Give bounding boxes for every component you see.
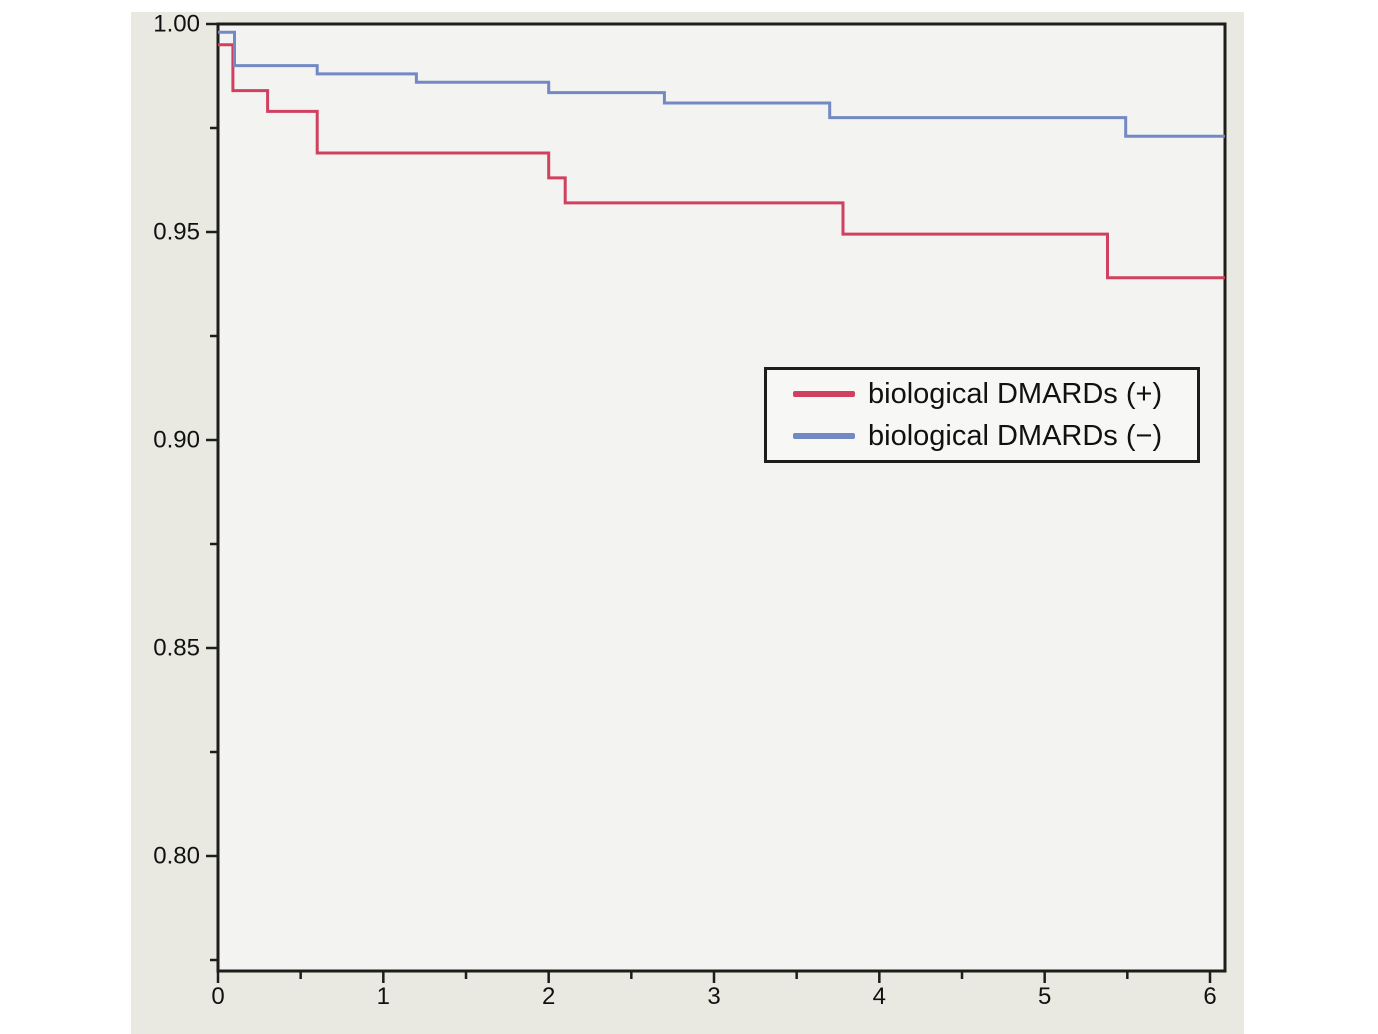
legend-label-bdmards-positive: biological DMARDs (+): [868, 377, 1163, 410]
svg-text:1.00: 1.00: [153, 12, 200, 38]
survival-plot-canvas: 1.00 0.95 0.90 0.85 0.80 0 1 2 3 4 5 6: [153, 12, 1227, 1010]
km-survival-figure: 1.00 0.95 0.90 0.85 0.80 0 1 2 3 4 5 6 biological D…: [131, 12, 1244, 1034]
legend-item-bdmards-positive: biological DMARDs (+): [793, 376, 1197, 412]
svg-text:0.90: 0.90: [153, 427, 200, 454]
svg-text:6: 6: [1203, 983, 1216, 1010]
svg-text:0.95: 0.95: [153, 219, 200, 246]
svg-text:0: 0: [211, 983, 224, 1010]
red-line-swatch-icon: [793, 391, 855, 397]
blue-line-swatch-icon: [793, 433, 855, 439]
legend-box: biological DMARDs (+) biological DMARDs …: [764, 367, 1200, 463]
svg-text:5: 5: [1038, 983, 1051, 1010]
svg-text:3: 3: [707, 983, 720, 1010]
svg-text:1: 1: [377, 983, 390, 1010]
svg-text:2: 2: [542, 983, 555, 1010]
svg-text:4: 4: [873, 983, 886, 1010]
svg-text:0.80: 0.80: [153, 843, 200, 870]
svg-text:0.85: 0.85: [153, 635, 200, 662]
legend-label-bdmards-negative: biological DMARDs (−): [868, 419, 1163, 452]
legend-item-bdmards-negative: biological DMARDs (−): [793, 418, 1197, 454]
